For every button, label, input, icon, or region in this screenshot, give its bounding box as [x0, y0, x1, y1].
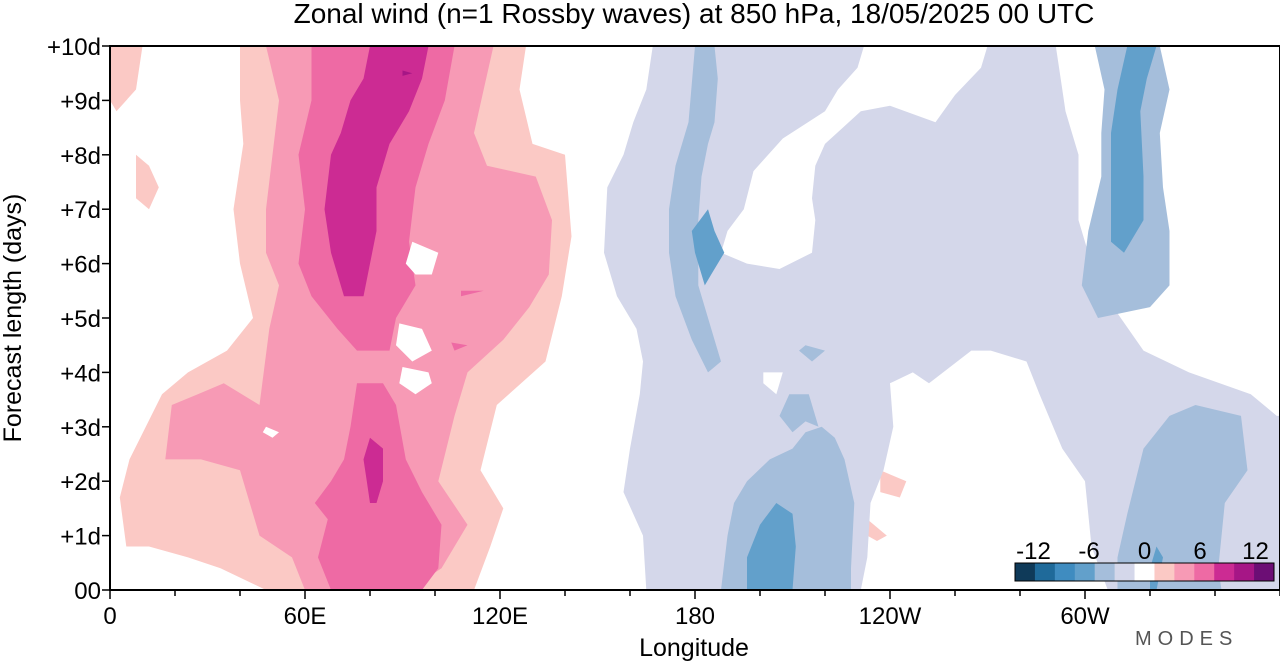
colorbar-swatch — [1174, 563, 1195, 581]
x-axis-ticks: 0 60E 120E 180 120W 60W — [103, 590, 1280, 630]
x-tick-label: 60E — [284, 603, 327, 630]
colorbar-frame — [1014, 562, 1275, 582]
colorbar-swatch — [1194, 563, 1215, 581]
contour-pos-11-9 — [363, 437, 383, 503]
contour-pos-11-8 — [324, 46, 429, 297]
contour-zero-hole-13 — [399, 367, 432, 395]
contour-pos-5-1 — [136, 154, 159, 210]
y-tick-label: +3d — [60, 415, 101, 442]
x-tick-label: 0 — [103, 603, 116, 630]
y-tick-label: +7d — [60, 197, 101, 224]
chart-title: Zonal wind (n=1 Rossby waves) at 850 hPa… — [294, 0, 1095, 29]
y-tick-label: +8d — [60, 143, 101, 170]
y-axis-label: Forecast length (days) — [0, 194, 27, 443]
contour-pos-9-16 — [451, 342, 468, 351]
colorbar-swatch — [1234, 563, 1255, 581]
colorbar-label: 6 — [1193, 538, 1206, 565]
contour-zero-hole-14 — [262, 426, 279, 438]
y-tick-label: +9d — [60, 88, 101, 115]
x-tick-label: 60W — [1060, 603, 1110, 630]
colorbar-swatch — [1154, 563, 1175, 581]
colorbar-swatch — [1094, 563, 1116, 581]
contour-neg-5-17 — [604, 46, 1280, 590]
colorbar-swatch — [1074, 563, 1096, 581]
contour-pos-5-0 — [110, 46, 143, 112]
colorbar-swatch — [1015, 563, 1036, 581]
contour-zero-hole-12 — [396, 323, 432, 362]
x-tick-label: 180 — [675, 603, 715, 630]
colorbar-swatch — [1054, 563, 1076, 581]
x-axis-label: Longitude — [639, 634, 749, 662]
modes-watermark: MODES — [1135, 628, 1238, 650]
y-axis-ticks: 00 +1d +2d +3d +4d +5d +6d +7d +8d +9d +10d — [47, 34, 110, 605]
contour-pos-9-15 — [461, 290, 484, 297]
contour-neg-9-28 — [1111, 46, 1157, 253]
x-tick-label: 120E — [472, 603, 528, 630]
contour-neg-9-27 — [747, 503, 796, 590]
contour-neg-7-22 — [779, 394, 819, 433]
y-tick-label: +6d — [60, 252, 101, 279]
contour-neg-7-25 — [1117, 405, 1248, 590]
colorbar-label: 0 — [1138, 538, 1151, 565]
y-tick-label: +2d — [60, 469, 101, 496]
colorbar-label: -12 — [1016, 538, 1051, 565]
colorbar-swatch — [1114, 563, 1136, 581]
contour-fields — [110, 46, 1280, 590]
colorbar-swatch — [1034, 563, 1056, 581]
colorbar-swatch — [1214, 563, 1235, 581]
contour-pos-13-10 — [402, 70, 413, 76]
contour-zero-hole-11 — [405, 241, 439, 275]
contour-pos-5-3 — [880, 470, 907, 498]
contour-neg-9-26 — [691, 209, 725, 286]
contour-neg-7-20 — [669, 46, 721, 373]
colorbar-label: -6 — [1078, 538, 1099, 565]
y-tick-label: +1d — [60, 524, 101, 551]
y-tick-label: +5d — [60, 306, 101, 333]
contour-pos-5-4 — [867, 519, 887, 541]
colorbar: -12 -6 0 6 12 — [1014, 538, 1275, 582]
contour-zero-hole-19 — [763, 372, 783, 395]
colorbar-swatch — [1254, 563, 1275, 581]
contour-neg-7-23 — [799, 345, 825, 362]
colorbar-swatch — [1134, 563, 1155, 581]
y-tick-label: 00 — [74, 578, 101, 605]
contour-neg-5-18 — [633, 470, 650, 493]
x-tick-label: 120W — [859, 603, 922, 630]
colorbar-label: 12 — [1242, 538, 1269, 565]
y-tick-label: +10d — [47, 34, 101, 61]
y-tick-label: +4d — [60, 360, 101, 387]
